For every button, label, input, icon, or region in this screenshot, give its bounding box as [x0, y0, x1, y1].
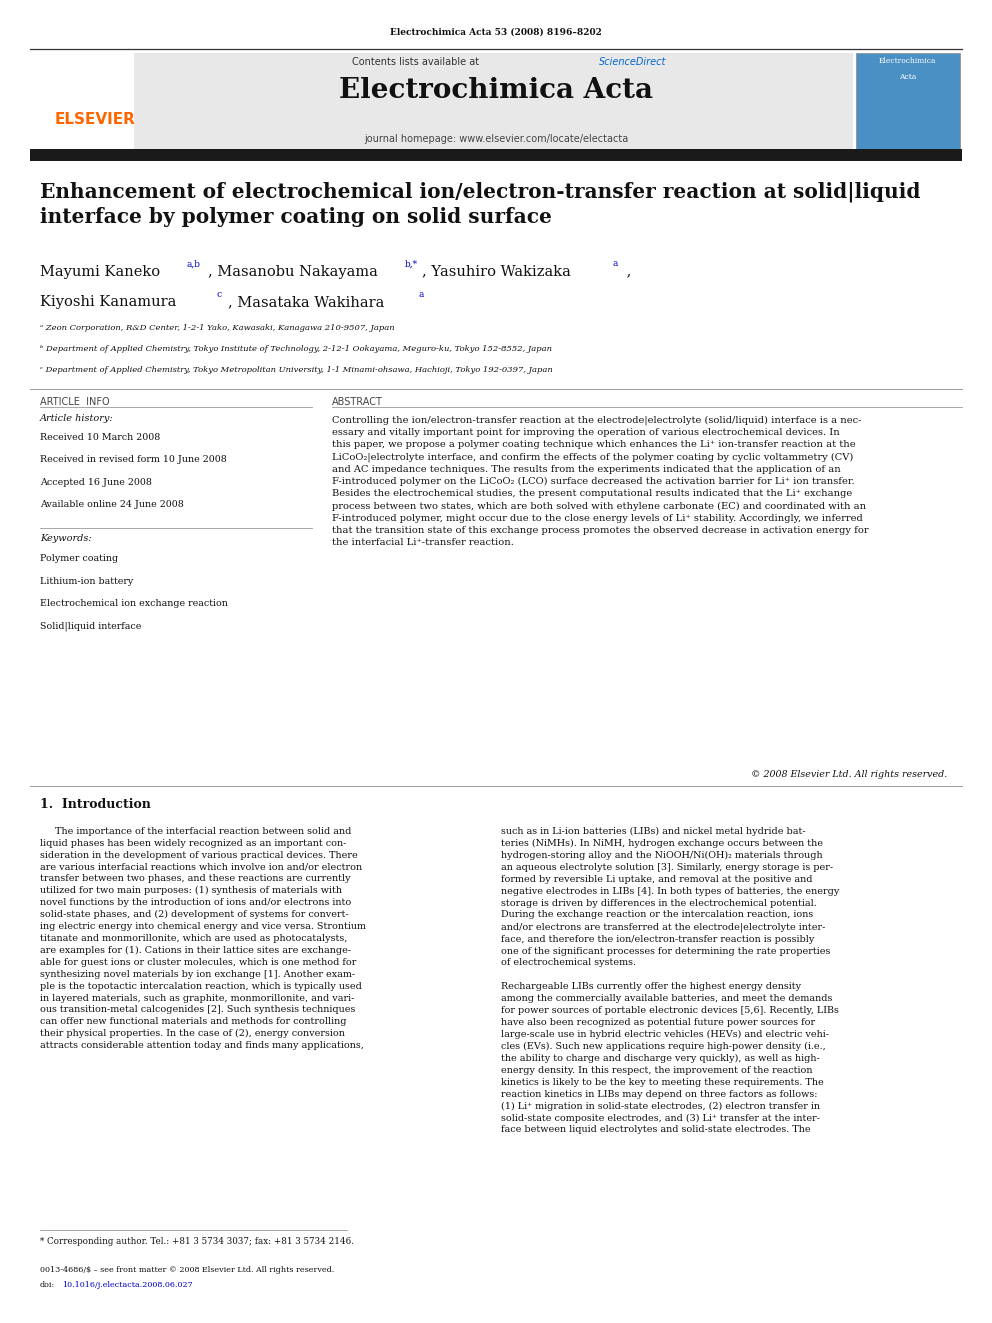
Text: , Masanobu Nakayama: , Masanobu Nakayama: [208, 265, 378, 279]
Text: 1.  Introduction: 1. Introduction: [40, 798, 151, 811]
Text: a: a: [419, 290, 424, 299]
Text: Electrochimica: Electrochimica: [879, 57, 936, 65]
Text: such as in Li-ion batteries (LIBs) and nickel metal hydride bat-
teries (NiMHs).: such as in Li-ion batteries (LIBs) and n…: [501, 827, 839, 1135]
Text: Electrochimica Acta 53 (2008) 8196–8202: Electrochimica Acta 53 (2008) 8196–8202: [390, 28, 602, 37]
Text: Polymer coating: Polymer coating: [40, 554, 118, 564]
Text: ᵃ Zeon Corporation, R&D Center, 1-2-1 Yako, Kawasaki, Kanagawa 210-9507, Japan: ᵃ Zeon Corporation, R&D Center, 1-2-1 Ya…: [40, 324, 394, 332]
Text: Article history:: Article history:: [40, 414, 113, 423]
Text: c: c: [216, 290, 221, 299]
Text: Acta: Acta: [899, 73, 917, 81]
Text: The importance of the interfacial reaction between solid and
liquid phases has b: The importance of the interfacial reacti…: [40, 827, 366, 1050]
Text: Enhancement of electrochemical ion/electron-transfer reaction at solid|liquid
in: Enhancement of electrochemical ion/elect…: [40, 181, 921, 226]
Text: Electrochimica Acta: Electrochimica Acta: [339, 77, 653, 103]
Text: a,b: a,b: [186, 259, 200, 269]
Text: a: a: [612, 259, 617, 269]
Text: ᵇ Department of Applied Chemistry, Tokyo Institute of Technology, 2-12-1 Ookayam: ᵇ Department of Applied Chemistry, Tokyo…: [40, 345, 552, 353]
Bar: [856, 53, 960, 151]
Text: Contents lists available at: Contents lists available at: [352, 57, 482, 67]
Text: , Yasuhiro Wakizaka: , Yasuhiro Wakizaka: [422, 265, 570, 279]
Text: ,: ,: [622, 265, 631, 279]
Text: Electrochemical ion exchange reaction: Electrochemical ion exchange reaction: [40, 599, 227, 609]
Text: Accepted 16 June 2008: Accepted 16 June 2008: [40, 478, 152, 487]
Text: Solid|liquid interface: Solid|liquid interface: [40, 622, 141, 631]
Text: Mayumi Kaneko: Mayumi Kaneko: [40, 265, 160, 279]
Text: Received 10 March 2008: Received 10 March 2008: [40, 433, 160, 442]
Text: ELSEVIER: ELSEVIER: [55, 112, 136, 127]
Text: journal homepage: www.elsevier.com/locate/electacta: journal homepage: www.elsevier.com/locat…: [364, 134, 628, 144]
Text: Lithium-ion battery: Lithium-ion battery: [40, 577, 133, 586]
Bar: [30, 149, 962, 161]
Text: Kiyoshi Kanamura: Kiyoshi Kanamura: [40, 295, 176, 310]
Text: b,*: b,*: [405, 259, 418, 269]
Text: Keywords:: Keywords:: [40, 534, 91, 544]
Text: , Masataka Wakihara: , Masataka Wakihara: [228, 295, 385, 310]
Text: © 2008 Elsevier Ltd. All rights reserved.: © 2008 Elsevier Ltd. All rights reserved…: [751, 770, 947, 779]
Bar: [134, 53, 853, 151]
Text: ARTICLE  INFO: ARTICLE INFO: [40, 397, 109, 407]
Text: Controlling the ion/electron-transfer reaction at the electrode|electrolyte (sol: Controlling the ion/electron-transfer re…: [332, 415, 869, 546]
Text: ABSTRACT: ABSTRACT: [332, 397, 383, 407]
Text: * Corresponding author. Tel.: +81 3 5734 3037; fax: +81 3 5734 2146.: * Corresponding author. Tel.: +81 3 5734…: [40, 1237, 354, 1246]
Text: Available online 24 June 2008: Available online 24 June 2008: [40, 500, 184, 509]
Text: 0013-4686/$ – see front matter © 2008 Elsevier Ltd. All rights reserved.: 0013-4686/$ – see front matter © 2008 El…: [40, 1266, 334, 1274]
Text: 10.1016/j.electacta.2008.06.027: 10.1016/j.electacta.2008.06.027: [62, 1281, 193, 1289]
Text: ᶜ Department of Applied Chemistry, Tokyo Metropolitan University, 1-1 Minami-ohs: ᶜ Department of Applied Chemistry, Tokyo…: [40, 366, 553, 374]
Text: doi:: doi:: [40, 1281, 55, 1289]
Text: ScienceDirect: ScienceDirect: [599, 57, 667, 67]
Text: Received in revised form 10 June 2008: Received in revised form 10 June 2008: [40, 455, 226, 464]
